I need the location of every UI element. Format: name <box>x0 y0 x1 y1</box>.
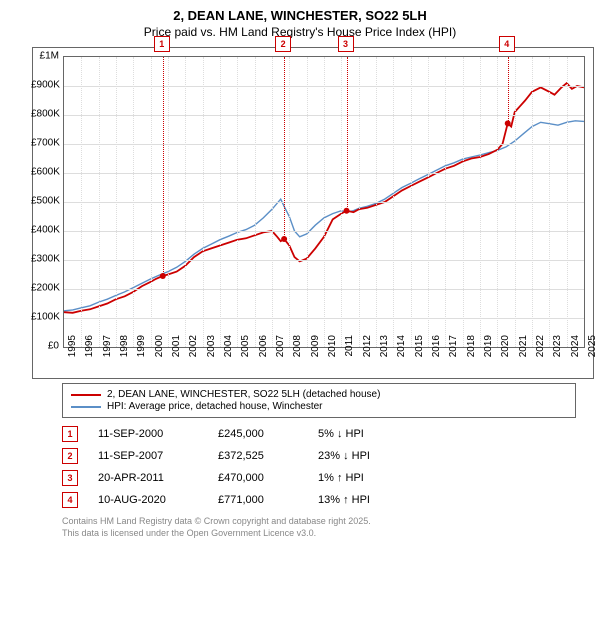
xtick-label: 2008 <box>292 335 303 365</box>
xtick-label: 2023 <box>552 335 563 365</box>
transaction-date: 10-AUG-2020 <box>98 494 198 506</box>
transaction-marker: 1 <box>62 426 78 442</box>
xtick-label: 2025 <box>587 335 598 365</box>
xtick-label: 2003 <box>206 335 217 365</box>
chart-container: £0 £100K £200K £300K £400K £500K £600K £700K £80… <box>32 47 594 379</box>
legend-item: HPI: Average price, detached house, Winc… <box>71 401 567 412</box>
ytick-label: £600K <box>31 167 59 178</box>
transaction-date: 20-APR-2011 <box>98 472 198 484</box>
transaction-price: £372,525 <box>218 450 298 462</box>
marker-3: 3 <box>338 36 354 52</box>
transaction-row: 1 11-SEP-2000 £245,000 5% ↓ HPI <box>62 426 592 442</box>
ytick-label: £0 <box>31 341 59 352</box>
ytick-label: £900K <box>31 80 59 91</box>
xtick-label: 2004 <box>223 335 234 365</box>
transaction-marker: 3 <box>62 470 78 486</box>
marker-4: 4 <box>499 36 515 52</box>
xtick-label: 2006 <box>258 335 269 365</box>
legend-label: HPI: Average price, detached house, Winc… <box>107 401 323 412</box>
xtick-label: 2021 <box>518 335 529 365</box>
ytick-label: £1M <box>31 51 59 62</box>
xtick-label: 2011 <box>344 335 355 365</box>
transaction-row: 3 20-APR-2011 £470,000 1% ↑ HPI <box>62 470 592 486</box>
ytick-label: £500K <box>31 196 59 207</box>
transaction-pct: 13% ↑ HPI <box>318 494 418 506</box>
footer-line1: Contains HM Land Registry data © Crown c… <box>62 516 592 528</box>
xtick-label: 2018 <box>466 335 477 365</box>
transaction-row: 2 11-SEP-2007 £372,525 23% ↓ HPI <box>62 448 592 464</box>
xtick-label: 1995 <box>67 335 78 365</box>
transaction-price: £470,000 <box>218 472 298 484</box>
ytick-label: £800K <box>31 109 59 120</box>
xtick-label: 2016 <box>431 335 442 365</box>
chart-title-line1: 2, DEAN LANE, WINCHESTER, SO22 5LH <box>8 8 592 23</box>
transaction-marker: 4 <box>62 492 78 508</box>
transaction-price: £771,000 <box>218 494 298 506</box>
xtick-label: 1996 <box>84 335 95 365</box>
xtick-label: 2022 <box>535 335 546 365</box>
ytick-label: £100K <box>31 312 59 323</box>
xtick-label: 1997 <box>102 335 113 365</box>
xtick-label: 2020 <box>500 335 511 365</box>
xtick-label: 2012 <box>362 335 373 365</box>
ytick-label: £400K <box>31 225 59 236</box>
legend: 2, DEAN LANE, WINCHESTER, SO22 5LH (deta… <box>62 383 576 418</box>
ytick-label: £200K <box>31 283 59 294</box>
xtick-label: 2002 <box>188 335 199 365</box>
transaction-date: 11-SEP-2007 <box>98 450 198 462</box>
xtick-label: 1999 <box>136 335 147 365</box>
xtick-label: 2000 <box>154 335 165 365</box>
ytick-label: £300K <box>31 254 59 265</box>
transaction-table: 1 11-SEP-2000 £245,000 5% ↓ HPI 2 11-SEP-2007… <box>62 426 592 508</box>
transaction-row: 4 10-AUG-2020 £771,000 13% ↑ HPI <box>62 492 592 508</box>
marker-1: 1 <box>154 36 170 52</box>
plot-area <box>63 56 585 348</box>
xtick-label: 2017 <box>448 335 459 365</box>
transaction-price: £245,000 <box>218 428 298 440</box>
legend-label: 2, DEAN LANE, WINCHESTER, SO22 5LH (deta… <box>107 389 380 400</box>
transaction-pct: 5% ↓ HPI <box>318 428 418 440</box>
legend-item: 2, DEAN LANE, WINCHESTER, SO22 5LH (deta… <box>71 389 567 400</box>
xtick-label: 2014 <box>396 335 407 365</box>
xtick-label: 2024 <box>570 335 581 365</box>
xtick-label: 2010 <box>327 335 338 365</box>
ytick-label: £700K <box>31 138 59 149</box>
legend-swatch <box>71 406 101 408</box>
legend-swatch <box>71 394 101 396</box>
marker-2: 2 <box>275 36 291 52</box>
transaction-pct: 1% ↑ HPI <box>318 472 418 484</box>
footer-line2: This data is licensed under the Open Gov… <box>62 528 592 540</box>
transaction-marker: 2 <box>62 448 78 464</box>
xtick-label: 2007 <box>275 335 286 365</box>
xtick-label: 2015 <box>414 335 425 365</box>
xtick-label: 1998 <box>119 335 130 365</box>
xtick-label: 2013 <box>379 335 390 365</box>
xtick-label: 2009 <box>310 335 321 365</box>
xtick-label: 2019 <box>483 335 494 365</box>
xtick-label: 2001 <box>171 335 182 365</box>
transaction-date: 11-SEP-2000 <box>98 428 198 440</box>
xtick-label: 2005 <box>240 335 251 365</box>
footer-note: Contains HM Land Registry data © Crown c… <box>62 516 592 539</box>
transaction-pct: 23% ↓ HPI <box>318 450 418 462</box>
